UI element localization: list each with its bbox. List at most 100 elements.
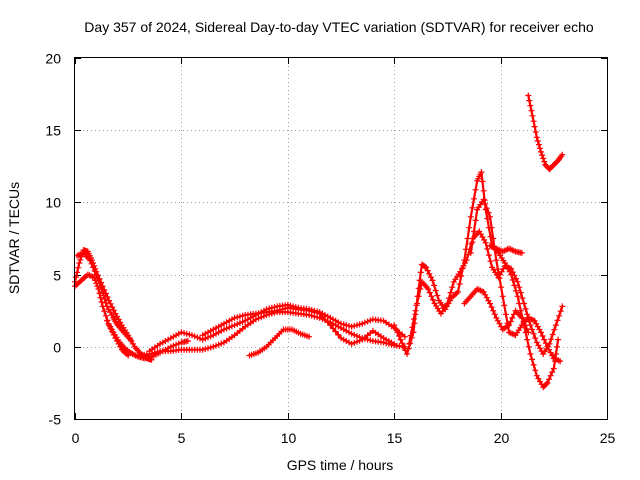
x-axis-label: GPS time / hours bbox=[287, 457, 394, 473]
marker-plus bbox=[556, 312, 563, 319]
marker-plus bbox=[402, 347, 409, 354]
data-point bbox=[184, 338, 191, 344]
marker-plus bbox=[414, 300, 421, 307]
marker-plus bbox=[532, 129, 539, 135]
marker-plus bbox=[554, 317, 561, 324]
marker-plus bbox=[431, 282, 438, 289]
data-point bbox=[348, 330, 355, 337]
marker-plus bbox=[488, 304, 495, 311]
marker-plus bbox=[98, 284, 105, 291]
marker-plus bbox=[548, 336, 555, 343]
data-point bbox=[425, 286, 432, 292]
marker-plus bbox=[491, 311, 498, 318]
marker-plus bbox=[511, 282, 518, 289]
marker-plus bbox=[351, 339, 358, 346]
marker-plus bbox=[552, 351, 559, 357]
marker-plus bbox=[102, 312, 109, 319]
data-point bbox=[467, 213, 474, 220]
series-track-14 bbox=[525, 92, 566, 173]
marker-plus bbox=[205, 345, 211, 352]
marker-plus bbox=[102, 299, 109, 306]
data-point bbox=[487, 300, 493, 307]
marker-plus bbox=[409, 324, 416, 331]
y-tick-label: 5 bbox=[53, 268, 61, 284]
marker-plus bbox=[101, 308, 108, 315]
marker-plus bbox=[101, 296, 108, 303]
marker-plus bbox=[522, 305, 529, 312]
data-point bbox=[493, 257, 500, 264]
marker-plus bbox=[529, 356, 535, 363]
marker-plus bbox=[509, 314, 516, 321]
marker-plus bbox=[479, 178, 486, 185]
marker-plus bbox=[530, 361, 537, 368]
data-point bbox=[559, 303, 566, 310]
data-point bbox=[514, 278, 521, 285]
marker-plus bbox=[96, 290, 103, 297]
marker-plus bbox=[351, 331, 358, 338]
marker-plus bbox=[532, 335, 539, 342]
data-point bbox=[559, 151, 566, 158]
marker-plus bbox=[539, 333, 546, 339]
marker-plus bbox=[480, 187, 487, 194]
marker-plus bbox=[549, 369, 556, 376]
grid bbox=[75, 58, 607, 419]
series-track-12 bbox=[461, 286, 532, 336]
data-point bbox=[557, 358, 564, 365]
marker-plus bbox=[490, 307, 497, 314]
marker-plus bbox=[422, 263, 429, 270]
marker-plus bbox=[469, 204, 476, 211]
data-point bbox=[506, 322, 513, 329]
data-point bbox=[521, 300, 527, 307]
x-tick-label: 20 bbox=[494, 430, 510, 446]
marker-plus bbox=[90, 264, 97, 271]
data-point bbox=[455, 288, 461, 295]
marker-plus bbox=[410, 316, 417, 322]
marker-plus bbox=[97, 294, 104, 301]
data-point bbox=[550, 365, 557, 372]
marker-plus bbox=[534, 138, 541, 144]
marker-plus bbox=[471, 195, 477, 202]
marker-plus bbox=[426, 289, 433, 296]
marker-plus bbox=[456, 281, 463, 287]
marker-plus bbox=[472, 186, 479, 193]
marker-plus bbox=[202, 346, 209, 352]
marker-plus bbox=[428, 293, 435, 300]
marker-plus bbox=[223, 325, 230, 332]
series-track-3 bbox=[74, 249, 134, 343]
data-point bbox=[499, 293, 506, 300]
marker-plus bbox=[311, 309, 318, 316]
marker-plus bbox=[88, 260, 95, 267]
data-point bbox=[463, 257, 470, 264]
marker-plus bbox=[396, 333, 402, 339]
y-tick-label: 0 bbox=[53, 340, 61, 356]
marker-plus bbox=[551, 326, 558, 333]
marker-plus bbox=[466, 224, 473, 231]
data-point bbox=[480, 196, 487, 203]
marker-plus bbox=[520, 318, 527, 325]
data-point bbox=[487, 213, 493, 220]
x-tick-label: 5 bbox=[178, 430, 186, 446]
data-point bbox=[231, 322, 238, 329]
data-point bbox=[99, 288, 106, 295]
marker-plus bbox=[394, 329, 401, 336]
marker-plus bbox=[151, 349, 158, 356]
series-track-8 bbox=[246, 326, 313, 359]
data-point bbox=[391, 340, 398, 347]
x-tick-label: 0 bbox=[72, 430, 80, 446]
marker-plus bbox=[324, 319, 331, 326]
series-line bbox=[393, 171, 560, 389]
data-point bbox=[508, 265, 515, 272]
marker-plus bbox=[485, 209, 492, 216]
y-tick-label: 10 bbox=[45, 195, 61, 211]
data-point bbox=[327, 322, 334, 329]
marker-plus bbox=[218, 340, 225, 347]
data-point bbox=[527, 351, 534, 357]
marker-plus bbox=[490, 235, 497, 242]
marker-plus bbox=[430, 296, 436, 303]
marker-plus bbox=[449, 284, 456, 291]
marker-plus bbox=[282, 305, 289, 312]
marker-plus bbox=[400, 343, 407, 350]
marker-plus bbox=[524, 336, 531, 343]
data-point bbox=[555, 336, 562, 343]
marker-plus bbox=[351, 322, 358, 329]
